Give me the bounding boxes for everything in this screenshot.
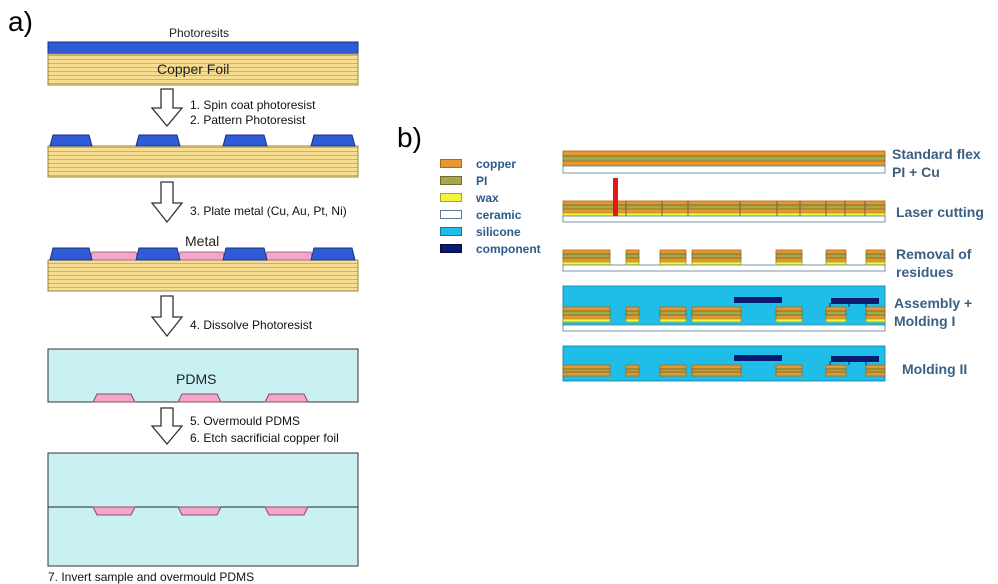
stage-molding-2-label: Molding II bbox=[902, 361, 968, 377]
legend-swatch-ceramic bbox=[440, 210, 462, 219]
step-6-text: 6. Etch sacrificial copper foil bbox=[190, 431, 339, 445]
step-2-text: 2. Pattern Photoresist bbox=[190, 113, 306, 127]
stage-assembly-label: Assembly + Molding I bbox=[894, 294, 972, 330]
legend-label: component bbox=[476, 241, 541, 256]
stage-laser-cutting-label: Laser cutting bbox=[896, 204, 984, 220]
arrow-down-icon bbox=[150, 88, 184, 128]
arrow-down-icon bbox=[150, 407, 184, 446]
plated-metal bbox=[89, 251, 314, 261]
stage-label-line: Molding I bbox=[894, 313, 956, 329]
step-1-text: 1. Spin coat photoresist bbox=[190, 98, 316, 112]
copper-foil bbox=[47, 259, 359, 292]
stage-label-line: PI + Cu bbox=[892, 164, 940, 180]
legend-swatch-pi bbox=[440, 176, 462, 185]
arrow-down-icon bbox=[150, 295, 184, 338]
legend-item: component bbox=[440, 240, 541, 257]
stage-label-line: Assembly + bbox=[894, 295, 973, 311]
legend-label: copper bbox=[476, 156, 517, 171]
pdms-label: PDMS bbox=[176, 371, 217, 387]
metal-traces bbox=[92, 506, 309, 516]
photoresist-layer bbox=[47, 41, 359, 55]
copper-foil bbox=[47, 145, 359, 178]
legend-item: wax bbox=[440, 189, 499, 206]
stage-removal-label: Removal of residues bbox=[896, 245, 971, 281]
legend-label: ceramic bbox=[476, 207, 522, 222]
stage-label-line: Removal of bbox=[896, 246, 972, 262]
legend: copper PI wax ceramic silicone component bbox=[440, 155, 550, 265]
photoresist-pattern bbox=[49, 247, 356, 261]
legend-label: wax bbox=[476, 190, 499, 205]
legend-swatch-copper bbox=[440, 159, 462, 168]
copper-foil-label: Copper Foil bbox=[157, 61, 230, 77]
legend-item: ceramic bbox=[440, 206, 521, 223]
step-3-text: 3. Plate metal (Cu, Au, Pt, Ni) bbox=[190, 204, 347, 218]
stage-label-line: Standard flex bbox=[892, 146, 981, 162]
stage-label-line: residues bbox=[896, 264, 954, 280]
legend-label: silicone bbox=[476, 224, 521, 239]
legend-item: silicone bbox=[440, 223, 521, 240]
photoresist-pattern bbox=[49, 134, 356, 147]
legend-item: copper bbox=[440, 155, 516, 172]
metal-traces bbox=[92, 393, 309, 403]
legend-item: PI bbox=[440, 172, 487, 189]
step-4-text: 4. Dissolve Photoresist bbox=[190, 318, 313, 332]
photoresist-label: Photoresits bbox=[169, 26, 230, 40]
legend-swatch-component bbox=[440, 244, 462, 253]
step-7-text: 7. Invert sample and overmould PDMS bbox=[48, 570, 255, 584]
panel-a-label: a) bbox=[8, 6, 33, 37]
step-5-text: 5. Overmould PDMS bbox=[190, 414, 301, 428]
legend-swatch-silicone bbox=[440, 227, 462, 236]
legend-label: PI bbox=[476, 173, 488, 188]
stage-standard-flex-label: Standard flex PI + Cu bbox=[892, 145, 981, 181]
copper-foil bbox=[47, 53, 359, 86]
pdms-block bbox=[47, 348, 359, 403]
panel-b-label: b) bbox=[397, 122, 422, 153]
arrow-down-icon bbox=[150, 181, 184, 224]
metal-label: Metal bbox=[185, 233, 220, 249]
legend-swatch-wax bbox=[440, 193, 462, 202]
